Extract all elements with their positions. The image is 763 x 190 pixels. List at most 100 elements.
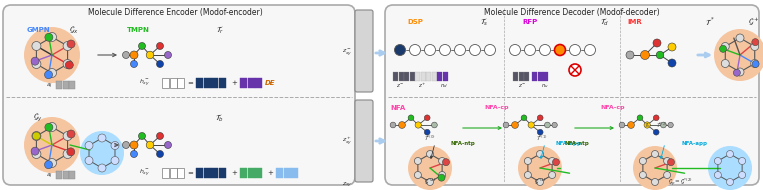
Bar: [426, 72, 431, 81]
Circle shape: [708, 146, 752, 190]
Circle shape: [736, 68, 744, 76]
Circle shape: [633, 146, 677, 190]
Circle shape: [545, 122, 550, 128]
Bar: [432, 72, 436, 81]
Circle shape: [664, 172, 671, 178]
Bar: [177, 78, 184, 88]
FancyBboxPatch shape: [355, 100, 373, 182]
Bar: [240, 78, 247, 88]
Bar: [519, 72, 523, 81]
Text: RFP: RFP: [523, 19, 538, 25]
Text: Molecule Difference Encoder (Modof-encoder): Molecule Difference Encoder (Modof-encod…: [88, 7, 262, 17]
Circle shape: [644, 122, 650, 128]
Circle shape: [668, 159, 674, 166]
Circle shape: [390, 122, 396, 128]
Bar: [162, 168, 169, 178]
Text: $\mathcal{G}_x$: $\mathcal{G}_x$: [69, 24, 79, 36]
Bar: [177, 168, 184, 178]
Text: $\mathcal{T}^{*(2)}$: $\mathcal{T}^{*(2)}$: [656, 120, 668, 130]
Bar: [63, 171, 69, 179]
Circle shape: [439, 172, 446, 178]
Text: $\mathcal{G}_y$: $\mathcal{G}_y$: [33, 112, 43, 124]
Bar: [218, 168, 226, 178]
Circle shape: [539, 44, 550, 55]
Text: $a_j$: $a_j$: [47, 81, 53, 91]
Text: NFA: NFA: [391, 105, 406, 111]
Text: =: =: [187, 170, 193, 176]
Circle shape: [32, 59, 41, 69]
Circle shape: [424, 129, 430, 135]
Circle shape: [67, 130, 75, 138]
Circle shape: [394, 44, 405, 55]
Bar: [218, 78, 226, 88]
Circle shape: [518, 146, 562, 190]
Circle shape: [751, 43, 758, 51]
Circle shape: [32, 150, 41, 158]
Circle shape: [165, 51, 172, 59]
Circle shape: [398, 122, 405, 128]
Bar: [276, 168, 283, 178]
Circle shape: [752, 60, 759, 67]
Bar: [404, 72, 409, 81]
Circle shape: [31, 57, 39, 65]
Circle shape: [414, 158, 421, 165]
Bar: [204, 78, 211, 88]
Circle shape: [156, 60, 163, 67]
Text: $\mathcal{T}_s$: $\mathcal{T}_s$: [480, 16, 488, 28]
Text: +: +: [231, 170, 237, 176]
Circle shape: [63, 59, 72, 69]
Circle shape: [98, 164, 106, 172]
Circle shape: [139, 132, 146, 139]
Bar: [196, 168, 203, 178]
Circle shape: [653, 39, 661, 47]
Text: $\mathcal{T}^{*(0)}$: $\mathcal{T}^{*(0)}$: [424, 133, 436, 143]
Text: $z^-$: $z^-$: [396, 82, 404, 90]
Text: $\mathcal{T}_b$: $\mathcal{T}_b$: [215, 112, 224, 124]
Circle shape: [63, 41, 72, 51]
Circle shape: [528, 122, 534, 128]
Bar: [162, 78, 169, 88]
Text: $\mathcal{G}^{*(1)}$: $\mathcal{G}^{*(1)}$: [534, 177, 546, 187]
Text: NFA-app: NFA-app: [555, 140, 581, 146]
Bar: [69, 81, 75, 89]
Text: +: +: [231, 80, 237, 86]
Circle shape: [726, 150, 733, 158]
Circle shape: [721, 59, 729, 67]
Circle shape: [555, 44, 565, 55]
Circle shape: [32, 131, 41, 140]
Circle shape: [67, 40, 75, 48]
Text: $n_u$: $n_u$: [541, 82, 549, 90]
Bar: [247, 168, 255, 178]
Circle shape: [156, 132, 163, 139]
Bar: [398, 72, 404, 81]
Circle shape: [637, 115, 643, 121]
Text: $\mathcal{T}_r$: $\mathcal{T}_r$: [216, 24, 224, 36]
Circle shape: [44, 71, 53, 79]
Bar: [415, 72, 420, 81]
Circle shape: [111, 157, 119, 165]
Circle shape: [47, 32, 56, 41]
FancyBboxPatch shape: [385, 5, 759, 185]
Circle shape: [521, 115, 527, 121]
Circle shape: [524, 158, 531, 165]
Bar: [443, 72, 448, 81]
Circle shape: [653, 115, 659, 121]
Circle shape: [668, 59, 676, 67]
Circle shape: [619, 122, 625, 128]
Circle shape: [714, 29, 763, 81]
Circle shape: [165, 142, 172, 149]
Circle shape: [85, 142, 93, 150]
Circle shape: [432, 122, 437, 128]
Circle shape: [584, 44, 595, 55]
Text: Molecule Difference Decoder (Modof-decoder): Molecule Difference Decoder (Modof-decod…: [485, 7, 660, 17]
Text: NFA-app: NFA-app: [682, 140, 708, 146]
Circle shape: [98, 134, 106, 142]
Text: $\mathcal{T}^{*(1)}$: $\mathcal{T}^{*(1)}$: [536, 133, 548, 143]
Circle shape: [656, 51, 664, 59]
Text: DSP: DSP: [407, 19, 423, 25]
Circle shape: [45, 123, 53, 131]
Text: GMPN: GMPN: [26, 27, 50, 33]
Text: NFA-ntp: NFA-ntp: [565, 140, 589, 146]
Bar: [63, 81, 69, 89]
Circle shape: [130, 141, 138, 149]
